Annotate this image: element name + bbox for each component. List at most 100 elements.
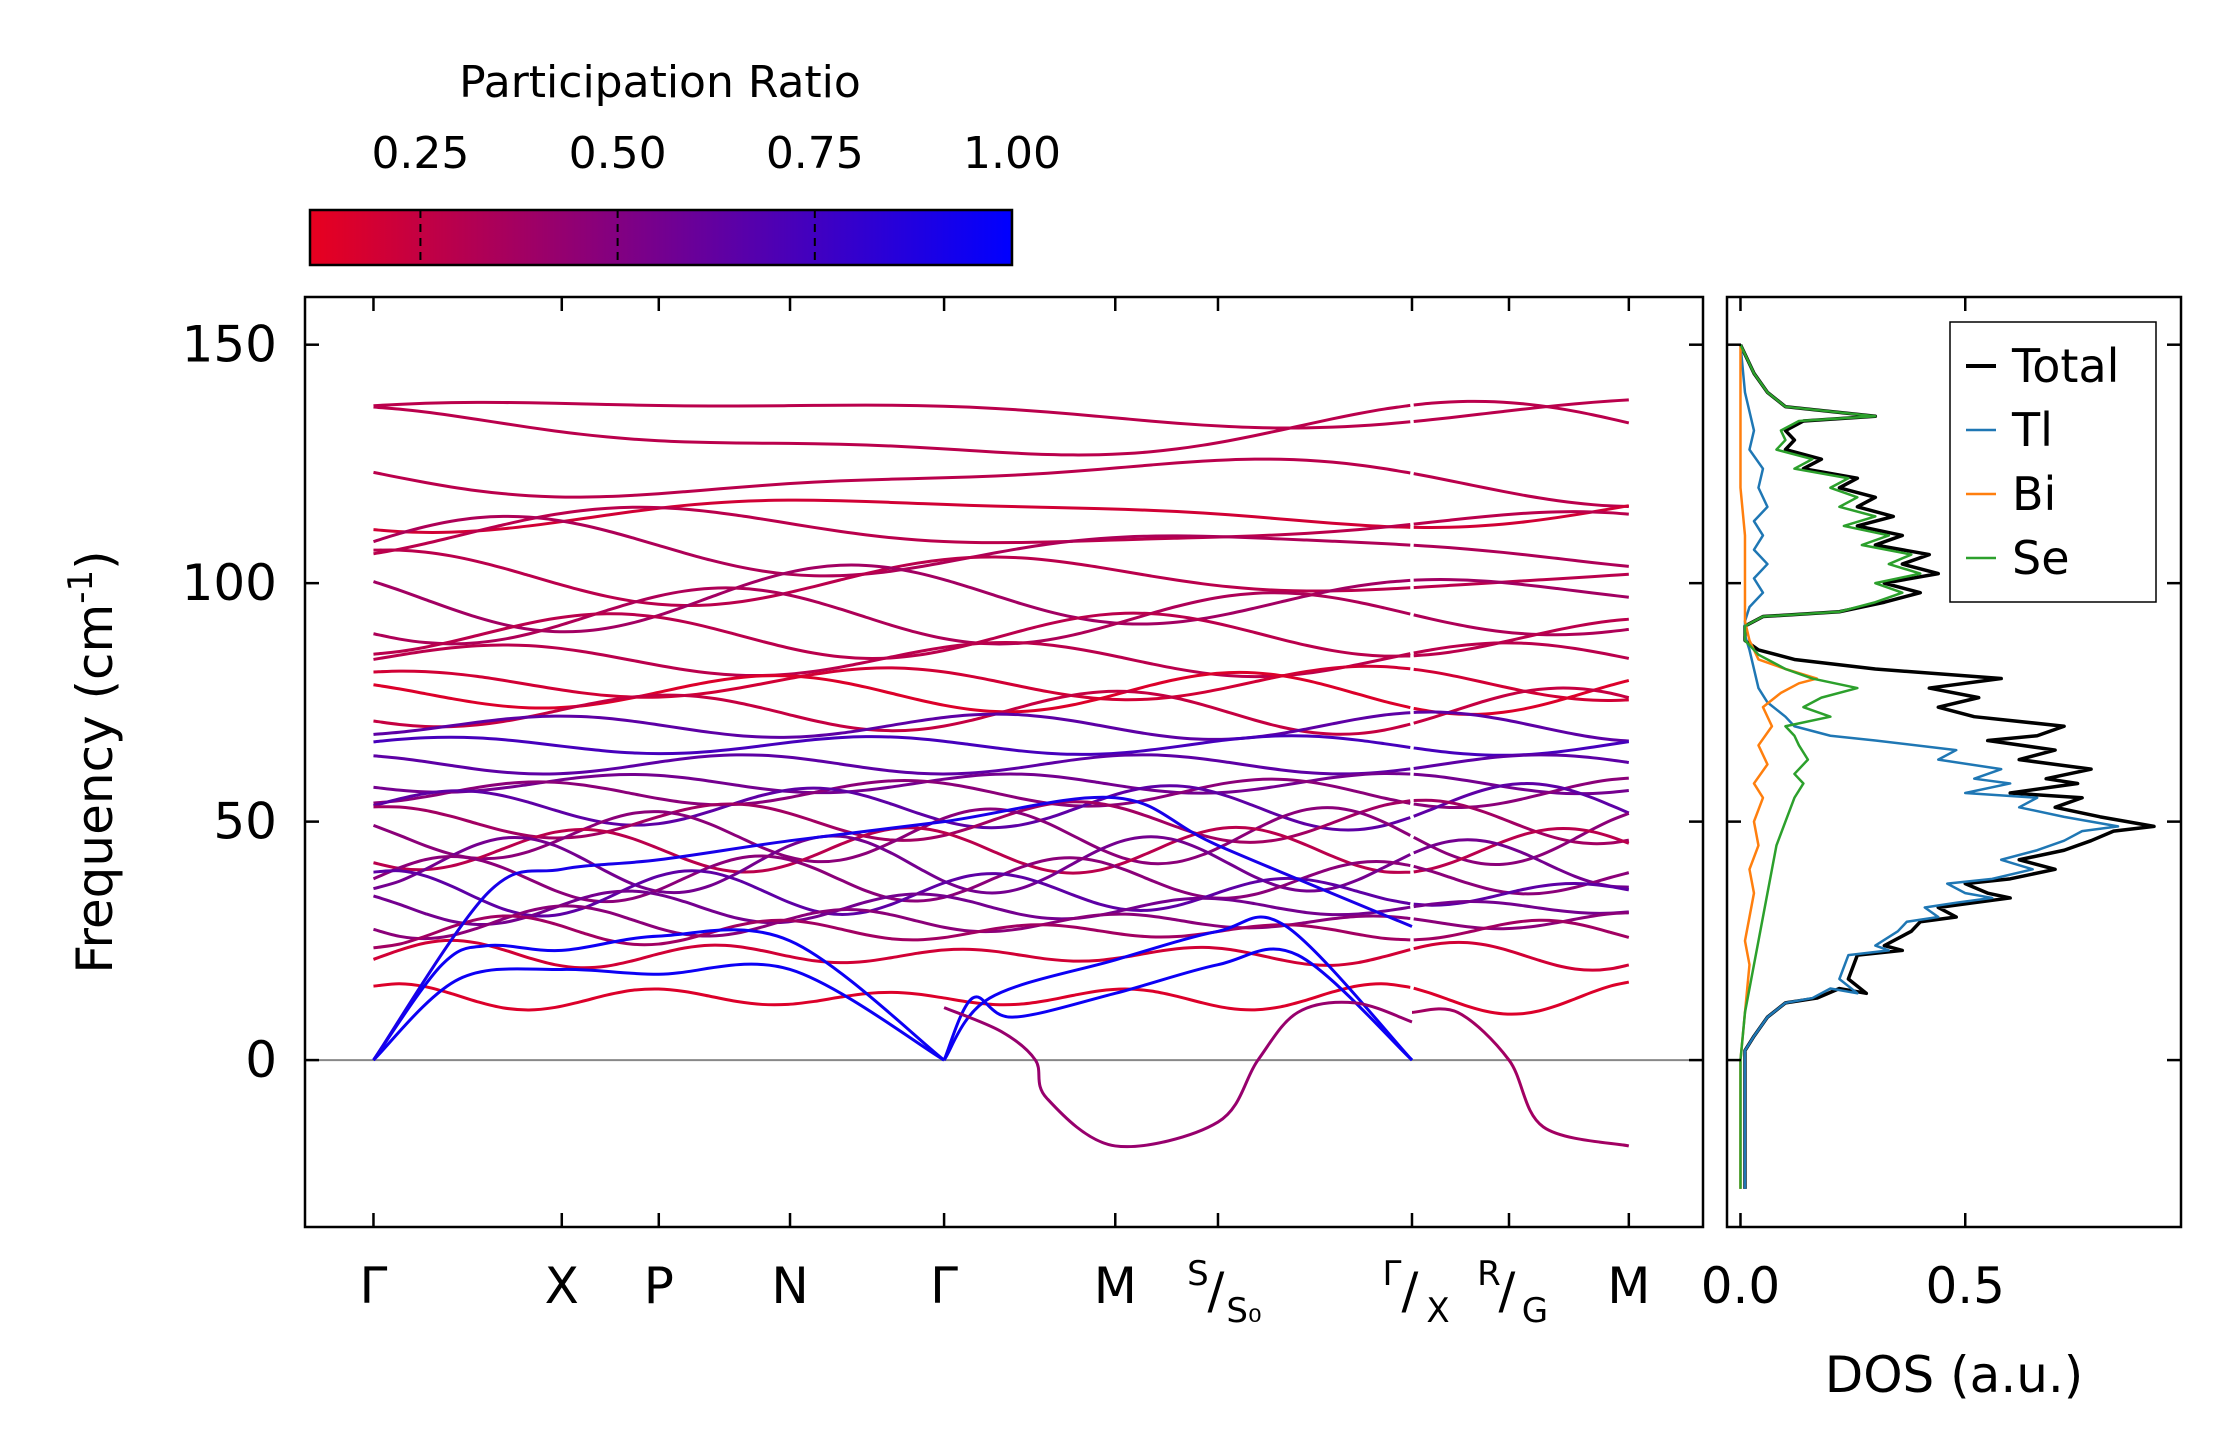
optical-band [1413, 882, 1630, 907]
optical-band [373, 777, 1411, 808]
dos-series-bi [1739, 344, 1819, 1189]
optical-band [1413, 617, 1629, 658]
optical-band [1413, 686, 1630, 725]
optical-band [373, 982, 1411, 1012]
optical-band [372, 854, 1411, 904]
phonon-bands [372, 398, 1630, 1149]
optical-band [373, 834, 1411, 895]
optical-band [373, 664, 1411, 702]
optical-band [373, 498, 1411, 534]
legend-label-se: Se [2012, 531, 2070, 585]
x-tick-label: M [1094, 1257, 1137, 1315]
dos-plot-frame [1725, 295, 2183, 1229]
acoustic-4 [942, 947, 1414, 1062]
optical-band [1413, 572, 1629, 590]
optical-band [372, 563, 1411, 634]
optical-band [1413, 504, 1630, 529]
optical-band [373, 799, 1411, 844]
optical-band [373, 548, 1411, 608]
colorbar-tick-label: 0.75 [766, 128, 864, 179]
x-tick-label-den: X [1426, 1291, 1449, 1331]
optical-band [1413, 543, 1629, 568]
acoustic-2 [372, 962, 945, 1062]
optical-band [1413, 900, 1629, 915]
acoustic-3 [942, 915, 1414, 1062]
optical-band [1413, 510, 1629, 526]
optical-band [1413, 398, 1629, 423]
y-tick-label: 0 [245, 1031, 277, 1089]
x-tick-label-slash: / [1208, 1262, 1225, 1320]
x-tick-label: M [1607, 1257, 1650, 1315]
x-tick-label: Γ [360, 1257, 388, 1315]
optical-band [1413, 399, 1630, 425]
colorbar: Participation Ratio 0.25 0.50 0.75 1.00 [308, 57, 1061, 267]
dos-series-total [1738, 343, 2156, 1189]
optical-band [1413, 578, 1629, 599]
optical-band [373, 514, 1411, 578]
optical-band [373, 784, 1411, 832]
x-tick-label-fraction: Γ / X [1383, 1254, 1450, 1331]
legend-label-bi: Bi [2012, 467, 2056, 521]
optical-band [373, 400, 1411, 430]
y-tick-label: 150 [182, 316, 277, 374]
optical-band [1413, 613, 1629, 637]
optical-band [1413, 826, 1630, 874]
legend-box [1949, 321, 2157, 603]
optical-band [373, 734, 1411, 756]
optical-band [1413, 772, 1629, 796]
optical-band [1413, 980, 1630, 1016]
x-tick-label-num: R [1477, 1254, 1501, 1294]
optical-band [1413, 678, 1630, 716]
band-plot-x-ticks: Γ X P N Γ M S/S₀Γ / XR/G M [360, 297, 1650, 1331]
y-axis-title-sup: -1 [61, 570, 101, 604]
optical-band [373, 753, 1411, 776]
y-tick-label: 100 [182, 554, 277, 612]
optical-band [372, 806, 1411, 866]
y-axis-title-text: Frequency (cm [66, 604, 124, 974]
optical-band [1413, 776, 1629, 810]
optical-band [373, 914, 1411, 950]
x-tick-label: Γ [930, 1257, 958, 1315]
dos-series [1738, 343, 2156, 1189]
optical-band [1413, 798, 1630, 846]
x-tick-label-fraction: S/S₀ [1187, 1254, 1261, 1331]
optical-band [1413, 911, 1629, 931]
x-tick-label: X [545, 1257, 579, 1315]
optical-band [1413, 740, 1630, 757]
y-axis-title-close: ) [66, 550, 124, 570]
x-tick-label: N [771, 1257, 808, 1315]
optical-band [373, 611, 1411, 660]
optical-band [1413, 940, 1630, 972]
optical-band [373, 403, 1411, 457]
acoustic-1 [372, 928, 946, 1062]
x-tick-label-num: Γ [1383, 1254, 1402, 1294]
dos-legend: Total Tl Bi Se [1949, 321, 2157, 603]
dos-series-tl [1739, 344, 2120, 1189]
optical-band [373, 670, 1411, 714]
high-symmetry-lines [1409, 299, 1414, 1225]
optical-band [373, 457, 1411, 499]
soft-mode-2 [1411, 1007, 1630, 1148]
optical-band [1413, 641, 1630, 660]
svg-text:Frequency (cm-1): Frequency (cm-1) [61, 550, 124, 973]
optical-band [372, 938, 1411, 970]
x-tick-label-slash: / [1499, 1262, 1516, 1320]
colorbar-ticks [419, 210, 816, 265]
optical-band [373, 505, 1411, 556]
dos-series-se [1739, 344, 1922, 1189]
optical-band [1413, 472, 1629, 509]
dos-x-tick-label: 0.0 [1701, 1257, 1781, 1315]
x-tick-label-num: S [1187, 1254, 1209, 1294]
optical-band [373, 640, 1411, 679]
segment-break [1409, 299, 1414, 1225]
x-tick-label-fraction: R/G [1477, 1254, 1548, 1331]
legend-label-total: Total [2011, 339, 2119, 393]
y-axis-title: Frequency (cm-1) [61, 550, 124, 973]
dos-x-ticks: 0.0 0.5 [1701, 297, 2005, 1315]
dos-plot: 0.0 0.5 DOS (a.u.) Total Tl Bi Se [1701, 295, 2183, 1404]
optical-band [1413, 753, 1630, 770]
optical-band [373, 689, 1411, 736]
x-tick-label-den: G [1522, 1291, 1548, 1331]
optical-band [1413, 710, 1629, 743]
